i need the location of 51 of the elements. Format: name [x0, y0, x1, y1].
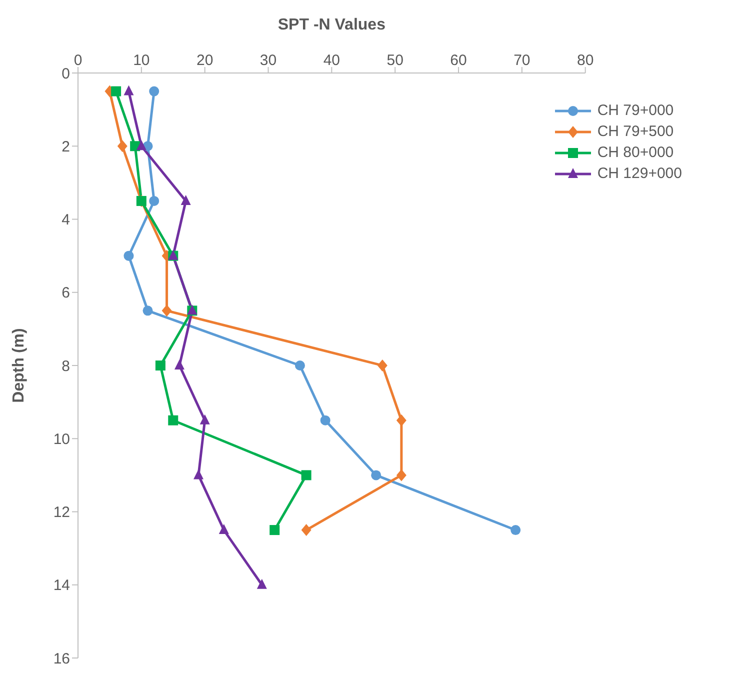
x-tick-label: 10 — [133, 52, 150, 69]
point — [168, 415, 178, 426]
point — [155, 360, 166, 370]
x-tick-label: 30 — [260, 52, 277, 69]
x-tick-label: 70 — [514, 52, 530, 69]
point — [371, 470, 382, 480]
point — [136, 140, 146, 150]
y-tick-label: 10 — [53, 430, 70, 448]
point — [396, 469, 406, 482]
y-tick-label: 12 — [53, 504, 70, 522]
point — [149, 86, 160, 96]
point — [256, 578, 267, 589]
point — [174, 360, 184, 370]
x-tick-label: 80 — [577, 52, 594, 69]
legend-label: CH 79+000 — [597, 102, 674, 119]
y-tick-label: 0 — [62, 65, 70, 82]
y-axis-title: Depth (m) — [10, 328, 28, 403]
x-axis-title: SPT -N Values — [278, 16, 386, 34]
point — [149, 196, 160, 206]
point — [218, 524, 229, 534]
point — [510, 525, 521, 536]
point — [396, 414, 406, 426]
point — [193, 469, 204, 480]
legend-label: CH 129+000 — [597, 165, 682, 182]
y-tick-label: 16 — [53, 650, 70, 668]
point — [111, 86, 122, 96]
y-tick-label: 8 — [62, 358, 70, 375]
point — [162, 304, 172, 317]
point — [320, 415, 330, 426]
point — [301, 524, 312, 536]
legend-label: CH 79+500 — [597, 123, 674, 140]
point — [180, 194, 191, 205]
x-tick-label: 60 — [450, 52, 467, 69]
y-tick-label: 2 — [62, 138, 70, 156]
x-tick-label: 40 — [323, 52, 340, 69]
point — [301, 470, 312, 480]
point — [124, 85, 134, 96]
y-tick-label: 6 — [62, 284, 70, 302]
point — [270, 525, 280, 536]
point — [294, 360, 305, 370]
y-tick-label: 4 — [62, 212, 70, 229]
x-tick-label: 50 — [386, 52, 404, 69]
point — [142, 306, 153, 316]
x-tick-label: 0 — [74, 52, 82, 69]
legend-label: CH 80+000 — [597, 144, 674, 161]
point — [377, 360, 388, 372]
point — [200, 414, 210, 424]
point — [117, 140, 128, 152]
point — [124, 250, 134, 261]
x-tick-label: 20 — [196, 52, 214, 69]
y-tick-label: 14 — [53, 577, 70, 594]
